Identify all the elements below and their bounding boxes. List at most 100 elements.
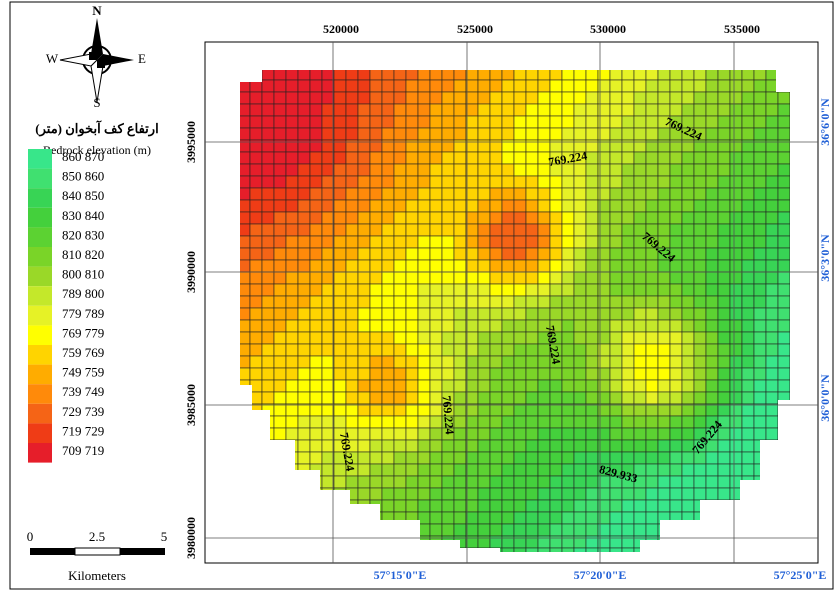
- raster-cell: [405, 235, 419, 249]
- raster-cell: [705, 295, 719, 309]
- raster-cell: [621, 295, 635, 309]
- raster-cell: [285, 247, 299, 261]
- raster-cell: [741, 91, 755, 105]
- raster-cell: [297, 259, 311, 273]
- raster-cell: [240, 403, 251, 417]
- raster-cell: [249, 247, 263, 261]
- raster-cell: [465, 475, 479, 489]
- raster-cell: [369, 547, 383, 552]
- raster-cell: [561, 319, 575, 333]
- raster-cell: [285, 79, 299, 93]
- raster-cell: [741, 475, 755, 489]
- raster-cell: [645, 463, 659, 477]
- raster-cell: [321, 475, 335, 489]
- raster-cell: [681, 283, 695, 297]
- raster-cell: [357, 487, 371, 501]
- raster-cell: [417, 487, 431, 501]
- raster-cell: [729, 487, 743, 501]
- raster-cell: [753, 379, 767, 393]
- raster-cell: [417, 403, 431, 417]
- raster-cell: [453, 367, 467, 381]
- raster-cell: [789, 403, 790, 417]
- raster-cell: [525, 391, 539, 405]
- raster-cell: [369, 79, 383, 93]
- raster-cell: [741, 523, 755, 537]
- raster-cell: [777, 319, 790, 333]
- raster-cell: [429, 223, 443, 237]
- raster-cell: [285, 127, 299, 141]
- raster-cell: [417, 211, 431, 225]
- raster-cell: [777, 403, 790, 417]
- raster-cell: [393, 151, 407, 165]
- raster-cell: [477, 127, 491, 141]
- raster-cell: [369, 511, 383, 525]
- raster-cell: [549, 295, 563, 309]
- raster-cell: [273, 331, 287, 345]
- raster-cell: [249, 187, 263, 201]
- raster-cell: [309, 379, 323, 393]
- raster-cell: [477, 70, 491, 81]
- raster-cell: [729, 523, 743, 537]
- raster-cell: [609, 223, 623, 237]
- raster-cell: [669, 163, 683, 177]
- raster-cell: [585, 91, 599, 105]
- raster-cell: [297, 391, 311, 405]
- raster-cell: [240, 355, 251, 369]
- raster-cell: [465, 439, 479, 453]
- raster-cell: [249, 103, 263, 117]
- raster-cell: [273, 415, 287, 429]
- raster-cell: [645, 331, 659, 345]
- raster-cell: [357, 223, 371, 237]
- raster-cell: [705, 523, 719, 537]
- raster-cell: [609, 403, 623, 417]
- raster-cell: [645, 391, 659, 405]
- raster-cell: [753, 187, 767, 201]
- raster-cell: [549, 211, 563, 225]
- raster-cell: [573, 79, 587, 93]
- raster-cell: [273, 271, 287, 285]
- raster-cell: [633, 367, 647, 381]
- raster-cell: [693, 547, 707, 552]
- raster-cell: [321, 451, 335, 465]
- raster-cell: [405, 439, 419, 453]
- raster-cell: [369, 487, 383, 501]
- raster-cell: [501, 127, 515, 141]
- raster-cell: [453, 523, 467, 537]
- raster-cell: [393, 235, 407, 249]
- raster-cell: [333, 91, 347, 105]
- raster-cell: [285, 379, 299, 393]
- legend-label: 779 789: [62, 306, 104, 321]
- raster-cell: [669, 511, 683, 525]
- raster-cell: [240, 247, 251, 261]
- raster-cell: [645, 175, 659, 189]
- raster-cell: [393, 355, 407, 369]
- raster-cell: [249, 163, 263, 177]
- raster-cell: [285, 355, 299, 369]
- raster-cell: [309, 151, 323, 165]
- raster-cell: [429, 547, 443, 552]
- raster-cell: [417, 70, 431, 81]
- raster-cell: [429, 199, 443, 213]
- raster-cell: [405, 307, 419, 321]
- raster-cell: [777, 379, 790, 393]
- raster-cell: [657, 403, 671, 417]
- raster-cell: [333, 379, 347, 393]
- raster-cell: [261, 403, 275, 417]
- raster-cell: [717, 463, 731, 477]
- raster-cell: [777, 391, 790, 405]
- raster-cell: [525, 151, 539, 165]
- raster-cell: [333, 367, 347, 381]
- raster-cell: [645, 367, 659, 381]
- raster-cell: [657, 439, 671, 453]
- raster-cell: [609, 547, 623, 552]
- raster-cell: [405, 475, 419, 489]
- raster-cell: [429, 487, 443, 501]
- raster-cell: [633, 523, 647, 537]
- raster-cell: [753, 151, 767, 165]
- raster-cell: [240, 379, 251, 393]
- raster-cell: [777, 331, 790, 345]
- raster-cell: [321, 127, 335, 141]
- raster-cell: [633, 391, 647, 405]
- raster-cell: [573, 91, 587, 105]
